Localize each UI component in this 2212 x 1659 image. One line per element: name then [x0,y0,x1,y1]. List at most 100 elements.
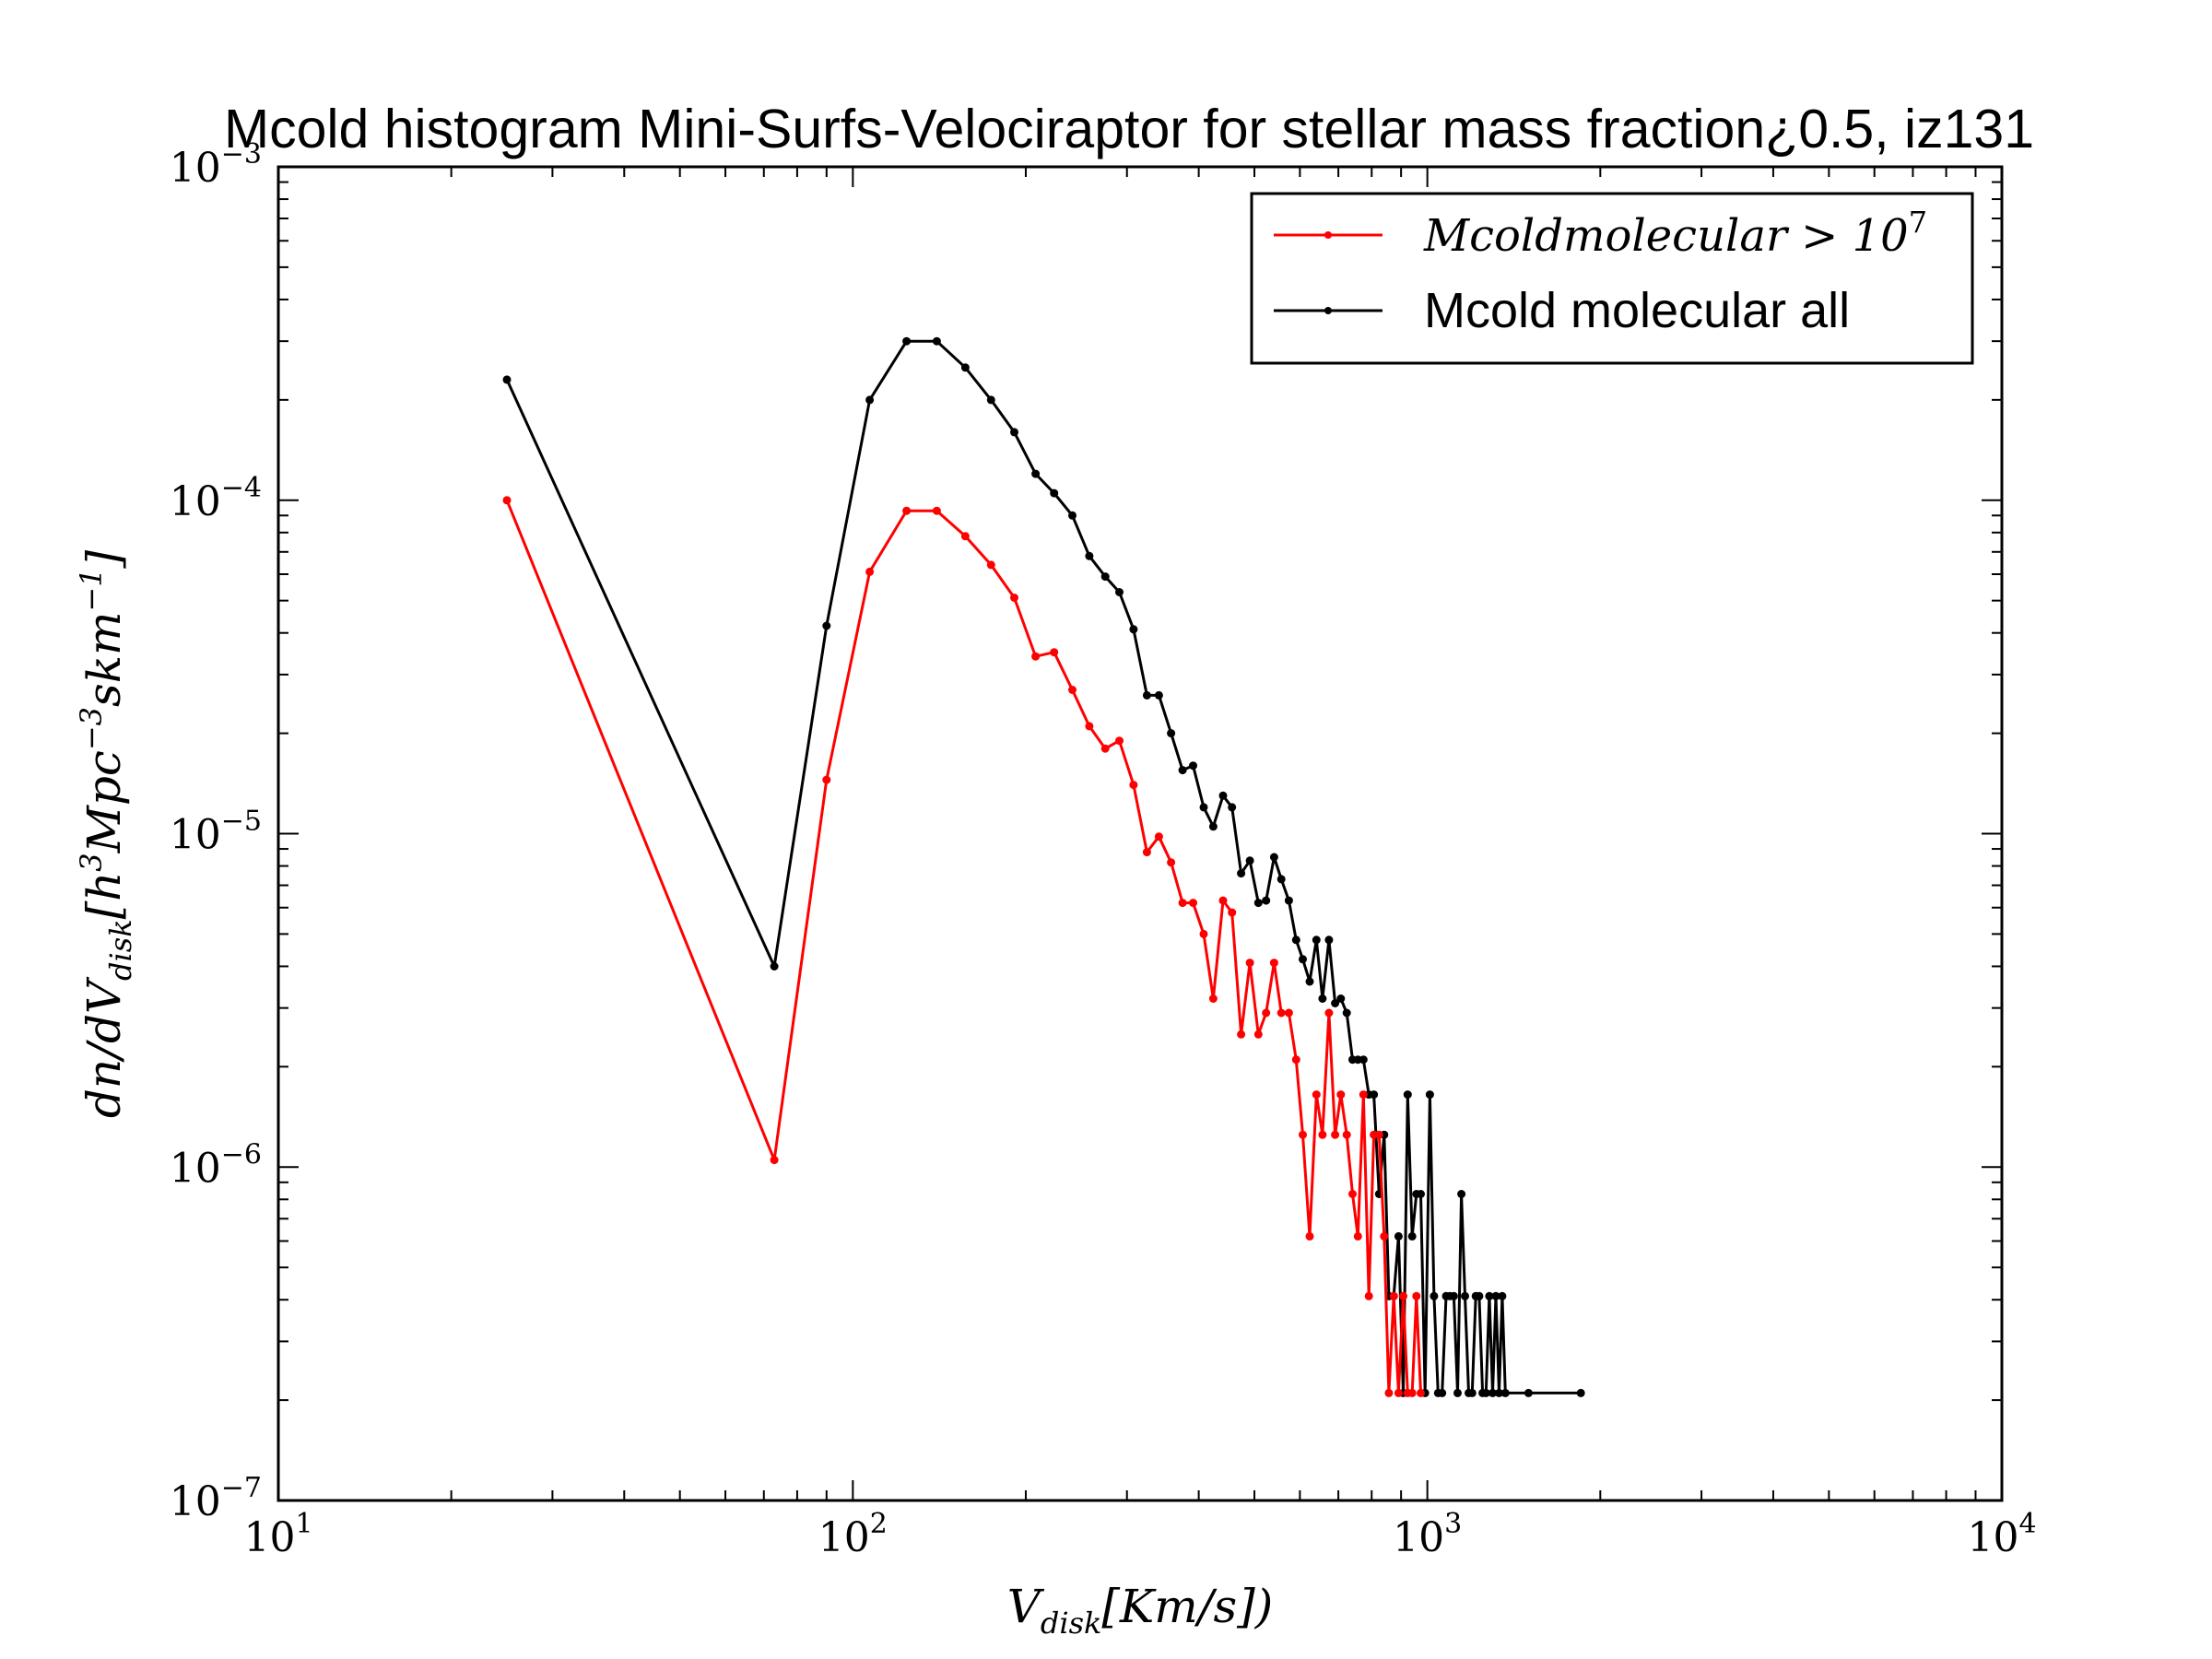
legend-box [1250,192,1974,365]
data-point [1050,648,1059,657]
legend-marker-red [1324,231,1332,239]
data-point [1154,832,1163,841]
data-point [1491,1291,1500,1300]
data-point [502,375,512,384]
data-point [1498,1291,1507,1300]
data-point [1284,896,1293,905]
data-point [960,363,970,372]
data-point [1380,1231,1389,1241]
data-point [1336,1090,1346,1100]
data-point [1324,935,1334,945]
y-tick-label: 10−5 [170,806,262,859]
legend: Mcoldmolecular > 107 Mcold molecular all [1250,192,1974,365]
data-point [1331,1130,1340,1139]
data-point [1364,1291,1373,1300]
data-point [1394,1231,1403,1241]
data-point [1342,1008,1351,1018]
data-point [1407,1231,1417,1241]
data-point [1353,1231,1362,1241]
data-point [932,336,941,346]
data-point [1218,791,1228,800]
data-point [1481,1388,1490,1397]
legend-label-red: Mcoldmolecular > 107 [1423,205,1927,262]
data-point [902,336,912,346]
axis-tick-labels: 101 102 103 104 10−7 10−6 10−5 10−4 10−3 [170,138,2037,1561]
data-point [1336,994,1346,1003]
data-point [1253,1030,1263,1039]
data-point [1524,1388,1533,1397]
data-point [822,775,831,784]
data-point [1348,1190,1357,1198]
data-point [1342,1130,1351,1139]
data-point [1475,1291,1484,1300]
data-point [1425,1090,1434,1100]
data-point [1167,858,1176,867]
data-point [1403,1090,1412,1100]
data-point [1412,1291,1421,1300]
data-point [960,532,970,541]
data-point [1374,1130,1383,1139]
data-point [1010,428,1018,437]
data-point [865,395,875,405]
data-point [770,962,779,971]
data-point [1485,1291,1494,1300]
data-point [1199,929,1208,938]
data-point [1407,1388,1417,1397]
data-point [1100,572,1110,582]
data-point [1324,1008,1334,1018]
data-point [502,496,512,505]
data-point [1359,1090,1368,1100]
x-tick-label: 103 [1393,1508,1462,1561]
series-line [505,339,1582,1394]
series-line [505,500,1422,1394]
data-point [1189,761,1197,771]
series-1 [502,336,1585,1397]
data-point [1178,766,1187,775]
data-point [1269,853,1278,862]
data-point [1115,736,1124,746]
data-point [1068,686,1077,694]
y-tick-label: 10−7 [170,1472,262,1525]
x-tick-label: 101 [243,1508,312,1561]
data-point [1142,848,1151,857]
data-point [1399,1291,1407,1300]
data-point [1085,722,1094,731]
data-point [1449,1291,1458,1300]
series-layer [502,336,1585,1397]
data-point [1237,1030,1246,1039]
data-point [1576,1388,1585,1397]
data-point [902,506,912,515]
data-point [1228,803,1237,812]
chart-title: Mcold histogram Mini-Surfs-Velociraptor … [224,99,2034,159]
data-point [1245,856,1254,865]
axis-ticks [277,166,2003,1501]
data-point [1430,1291,1439,1300]
legend-label-black: Mcold molecular all [1424,283,1850,338]
y-tick-label: 10−3 [170,138,262,192]
data-point [1359,1055,1368,1065]
legend-marker-black [1324,307,1332,314]
data-point [1068,511,1077,520]
data-point [1100,744,1110,753]
data-point [1178,899,1187,908]
y-axis-label: dn/dVdisk[h3Mpc−3skm−1] [74,549,138,1118]
data-point [1253,899,1263,908]
data-point [1129,625,1138,634]
data-point [1154,690,1163,700]
data-point [1312,935,1321,945]
data-point [1291,935,1300,945]
data-point [1199,803,1208,812]
data-point [1245,959,1254,968]
data-point [1370,1090,1379,1100]
plot-frame [276,165,2004,1502]
data-point [932,506,941,515]
data-point [1495,1388,1503,1397]
data-point [1228,908,1237,917]
data-point [1208,822,1218,831]
data-point [986,395,995,405]
series-0 [502,496,1425,1397]
data-point [865,567,875,576]
data-point [1277,1008,1286,1018]
